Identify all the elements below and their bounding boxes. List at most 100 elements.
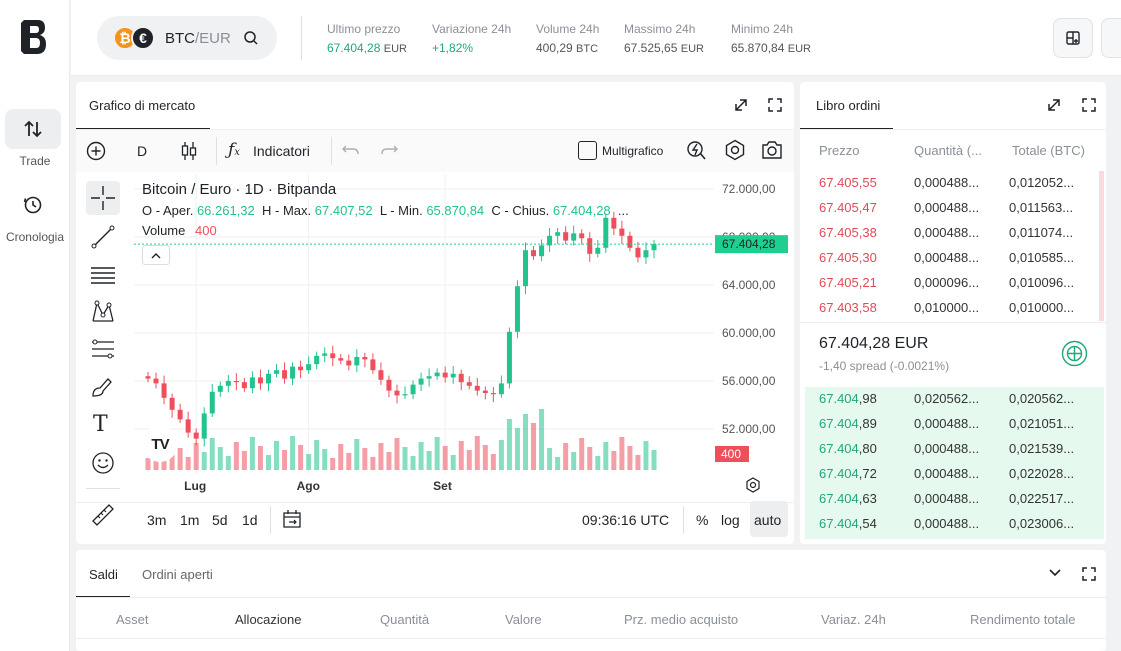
expand-icon[interactable] <box>734 98 748 112</box>
chart-clock[interactable]: 09:36:16 UTC <box>582 512 670 528</box>
more-button[interactable] <box>1101 18 1121 58</box>
bid-row[interactable]: 67.404,89 0,000488... 0,021051... <box>800 412 1100 437</box>
bid-row[interactable]: 67.404,98 0,020562... 0,020562... <box>800 387 1100 412</box>
candle-body <box>563 232 569 241</box>
history-icon[interactable] <box>23 195 43 215</box>
function-icon[interactable]: ƒx <box>228 140 240 160</box>
expand-icon[interactable] <box>1047 98 1061 112</box>
stat-number: 65.870,84 <box>731 41 785 55</box>
column-value[interactable]: Valore <box>505 612 542 627</box>
candles-icon[interactable] <box>180 140 198 162</box>
ask-row[interactable]: 67.405,55 0,000488... 0,012052... <box>800 171 1100 196</box>
stat-last-price: Ultimo prezzo 67.404,28 EUR <box>327 22 407 55</box>
volume-bar <box>402 447 408 470</box>
scale-log[interactable]: log <box>721 512 740 528</box>
tab-order-book[interactable]: Libro ordini <box>816 98 881 113</box>
range-5d[interactable]: 5d <box>212 512 228 528</box>
fullscreen-icon[interactable] <box>1082 567 1096 581</box>
settings-hexagon-icon[interactable] <box>724 139 746 161</box>
scale-percent[interactable]: % <box>696 512 709 528</box>
mid-price: 67.404,28 EUR <box>819 335 929 352</box>
ask-row[interactable]: 67.403,58 0,010000... 0,010000... <box>800 296 1100 321</box>
fullscreen-icon[interactable] <box>768 98 782 112</box>
collapse-legend-button[interactable] <box>142 245 170 265</box>
divider <box>76 502 794 503</box>
candle-body <box>579 233 585 239</box>
brush-icon[interactable] <box>90 374 116 400</box>
volume-bar <box>619 437 625 470</box>
ask-total: 0,012052... <box>1009 175 1075 190</box>
undo-icon[interactable] <box>342 143 360 159</box>
column-avg-price[interactable]: Prz. medio acquisto <box>624 612 739 627</box>
candle-body <box>362 357 368 360</box>
layout-grid-icon <box>1066 31 1080 45</box>
candle-body <box>466 382 472 386</box>
tab-open-orders[interactable]: Ordini aperti <box>142 567 213 582</box>
pair-selector[interactable]: ₿ € BTC/EUR <box>97 16 277 60</box>
indicators-button[interactable]: Indicatori <box>253 143 310 159</box>
stat-high-24h: Massimo 24h 67.525,65 EUR <box>624 22 704 55</box>
scale-auto[interactable]: auto <box>754 512 782 528</box>
column-asset[interactable]: Asset <box>116 612 149 627</box>
fib-icon[interactable] <box>90 337 116 363</box>
crosshair-tool[interactable] <box>86 181 120 215</box>
column-quantity[interactable]: Quantità <box>380 612 430 627</box>
sidebar-item-trade[interactable] <box>5 109 61 149</box>
horizontal-lines-icon[interactable] <box>90 262 116 288</box>
bid-row[interactable]: 67.404,80 0,000488... 0,021539... <box>800 437 1100 462</box>
interval-selector[interactable]: D <box>137 143 148 159</box>
candle-body <box>587 238 593 254</box>
stat-value: 400,29 BTC <box>536 41 599 55</box>
tab-balances[interactable]: Saldi <box>89 567 118 582</box>
volume-bar <box>635 455 641 470</box>
ruler-icon[interactable] <box>90 502 116 528</box>
spread-text: -1,40 spread (-0.0021%) <box>819 359 950 373</box>
emoji-icon[interactable] <box>90 450 116 476</box>
pattern-icon[interactable] <box>90 299 116 325</box>
redo-icon[interactable] <box>380 143 398 159</box>
volume-bar <box>531 423 537 470</box>
column-total-return[interactable]: Rendimento totale <box>970 612 1076 627</box>
ask-row[interactable]: 67.405,21 0,000096... 0,010096... <box>800 271 1100 296</box>
bid-price: 67.404,54 <box>819 516 877 531</box>
ask-total: 0,011074... <box>1009 225 1074 240</box>
range-3m[interactable]: 3m <box>147 512 167 528</box>
column-allocation[interactable]: Allocazione <box>235 612 302 627</box>
layout-button[interactable] <box>1053 18 1093 58</box>
chart-settings-icon[interactable] <box>745 477 761 493</box>
bid-quantity: 0,000488... <box>914 516 980 531</box>
multichart-checkbox[interactable] <box>578 141 597 160</box>
text-tool-icon[interactable]: T <box>93 412 108 437</box>
chevron-down-icon[interactable] <box>1048 568 1062 578</box>
range-1m[interactable]: 1m <box>180 512 200 528</box>
tradingview-logo[interactable]: TV <box>142 426 178 462</box>
fullscreen-icon[interactable] <box>1082 98 1096 112</box>
bid-row[interactable]: 67.404,63 0,000488... 0,022517... <box>800 487 1100 512</box>
volume-bar <box>394 438 400 470</box>
volume-bar <box>506 419 512 470</box>
volume-bar <box>498 440 504 470</box>
ask-row[interactable]: 67.405,30 0,000488... 0,010585... <box>800 246 1100 271</box>
grouping-icon[interactable] <box>1061 340 1088 367</box>
camera-icon[interactable] <box>761 140 783 160</box>
stat-label: Volume 24h <box>536 22 600 36</box>
column-change-24h[interactable]: Variaz. 24h <box>821 612 886 627</box>
tab-market-chart[interactable]: Grafico di mercato <box>89 98 196 113</box>
ask-row[interactable]: 67.405,38 0,000488... 0,011074... <box>800 221 1100 246</box>
bid-row[interactable]: 67.404,72 0,000488... 0,022028... <box>800 462 1100 487</box>
calendar-range-icon[interactable] <box>282 509 302 529</box>
chart-legend-volume: Volume 400 <box>142 223 217 238</box>
ask-row[interactable]: 67.405,47 0,000488... 0,011563... <box>800 196 1100 221</box>
price-chart[interactable]: 72.000,0068.000,0064.000,0060.000,0056.0… <box>134 174 794 494</box>
trend-line-icon[interactable] <box>90 224 116 250</box>
range-1d[interactable]: 1d <box>242 512 258 528</box>
candle-body <box>338 358 344 361</box>
bitpanda-logo[interactable] <box>20 18 48 56</box>
last-price-label: 67.404,28 <box>722 237 776 251</box>
bids-depth-bar <box>805 387 1104 539</box>
bid-row[interactable]: 67.404,54 0,000488... 0,023006... <box>800 512 1100 537</box>
ohlc-label: O - Aper. <box>142 203 194 218</box>
candle-body <box>619 228 625 236</box>
plus-circle-icon[interactable] <box>86 141 106 161</box>
lightning-icon[interactable] <box>686 139 708 161</box>
